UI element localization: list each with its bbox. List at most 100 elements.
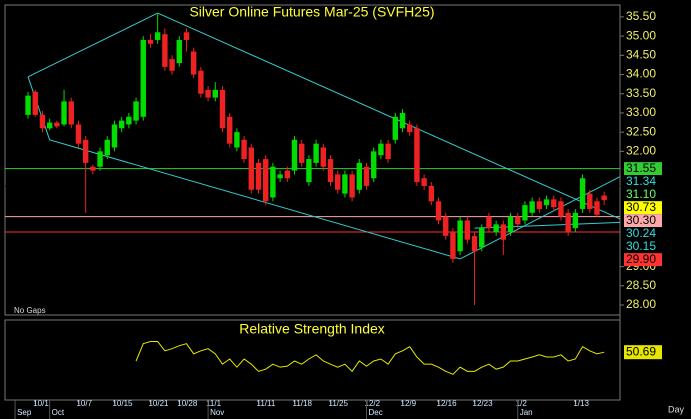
candle-body: [241, 139, 247, 160]
candle-body: [493, 224, 499, 233]
period-label: Day: [668, 404, 685, 414]
candle-body: [284, 170, 290, 179]
candle-body: [291, 139, 298, 171]
x-tick-label: 1/13: [573, 399, 589, 408]
level-label-bg: [624, 188, 662, 202]
candle-body: [349, 174, 355, 198]
candle-body: [363, 166, 370, 186]
month-label: Dec: [369, 408, 383, 417]
x-tick-label: 1/2: [516, 399, 528, 408]
chart-title: Silver Online Futures Mar-25 (SVFH25): [189, 4, 434, 20]
candle-body: [306, 159, 312, 183]
rsi-value-label: 50.69: [626, 344, 656, 358]
candle-body: [522, 205, 528, 221]
y-tick-label: 33.50: [626, 86, 656, 100]
candle-body: [46, 122, 53, 129]
candle-body: [356, 162, 363, 190]
level-label: 30.24: [626, 226, 656, 240]
candle-body: [169, 59, 175, 71]
candle-body: [421, 178, 427, 186]
y-tick-label: 35.00: [626, 28, 656, 42]
level-label: 31.34: [626, 174, 656, 188]
candle-body: [414, 128, 420, 183]
x-tick-label: 12/16: [437, 399, 458, 408]
candle-body: [450, 232, 456, 259]
candle-body: [190, 51, 197, 75]
candle-body: [226, 116, 233, 144]
candle-body: [126, 116, 132, 125]
candle-body: [97, 151, 103, 167]
x-tick-label: 10/7: [76, 399, 92, 408]
candle-body: [515, 216, 521, 225]
candle-body: [32, 91, 38, 115]
candle-body: [443, 216, 449, 236]
level-label-bg: [624, 253, 662, 267]
x-tick-label: 10/28: [177, 399, 198, 408]
candle-body: [133, 101, 139, 121]
candle-body: [90, 166, 96, 171]
x-tick-label: 11/25: [329, 399, 349, 408]
candle-body: [385, 143, 391, 160]
candle-body: [579, 178, 586, 209]
y-tick-label: 33.00: [626, 105, 656, 119]
candle-body: [435, 201, 442, 221]
candle-body: [543, 199, 550, 206]
candle-body: [558, 201, 564, 217]
level-label-bg: [624, 201, 662, 215]
x-tick-label: 10/21: [148, 399, 169, 408]
level-label-bg: [624, 227, 662, 241]
y-tick-label: 34.00: [626, 67, 656, 81]
candle-body: [176, 39, 182, 64]
y-tick-label: 35.50: [626, 9, 656, 23]
candle-body: [392, 116, 399, 140]
candle-body: [82, 139, 89, 163]
x-tick-label: 11/1: [206, 399, 222, 408]
y-tick-label: 32.50: [626, 124, 656, 138]
candle-body: [378, 143, 384, 156]
y-tick-label: 28.00: [626, 297, 656, 311]
rsi-title: Relative Strength Index: [239, 321, 385, 337]
candle-body: [572, 212, 579, 229]
candle-body: [111, 124, 118, 148]
level-label-bg: [624, 240, 662, 254]
rsi-label-bg: [624, 345, 662, 360]
candle-body: [54, 122, 60, 127]
candle-body: [565, 212, 571, 233]
level-label-bg: [624, 175, 662, 189]
level-label: 30.73: [626, 200, 656, 214]
trendline: [459, 176, 621, 260]
x-tick-label: 12/9: [401, 399, 417, 408]
candle-body: [500, 224, 507, 240]
candle-body: [154, 32, 161, 40]
level-label-bg: [624, 162, 662, 176]
level-label: 29.90: [626, 252, 656, 266]
candle-body: [507, 216, 514, 233]
candle-body: [205, 89, 211, 98]
candle-body: [471, 235, 478, 252]
candle-body: [594, 201, 600, 215]
candle-body: [104, 139, 110, 156]
candle-body: [140, 39, 146, 117]
level-label-bg: [624, 214, 662, 228]
y-tick-label: 28.50: [626, 278, 656, 292]
candle-body: [342, 174, 348, 194]
candle-body: [219, 89, 226, 129]
x-tick-label: 10/1: [33, 399, 49, 408]
candle-body: [529, 201, 535, 213]
candle-body: [118, 120, 125, 129]
x-tick-label: 12/23: [473, 399, 494, 408]
level-label: 30.15: [626, 239, 656, 253]
candle-body: [313, 143, 319, 163]
candle-body: [486, 216, 492, 229]
x-tick-label: 11/11: [256, 399, 275, 408]
gap-note: No Gaps: [14, 306, 46, 315]
candle-body: [407, 124, 413, 133]
level-label: 30.30: [626, 213, 656, 227]
candle-body: [212, 89, 218, 98]
trendline: [157, 12, 621, 220]
candle-body: [198, 70, 204, 94]
x-tick-label: 12/2: [365, 399, 381, 408]
